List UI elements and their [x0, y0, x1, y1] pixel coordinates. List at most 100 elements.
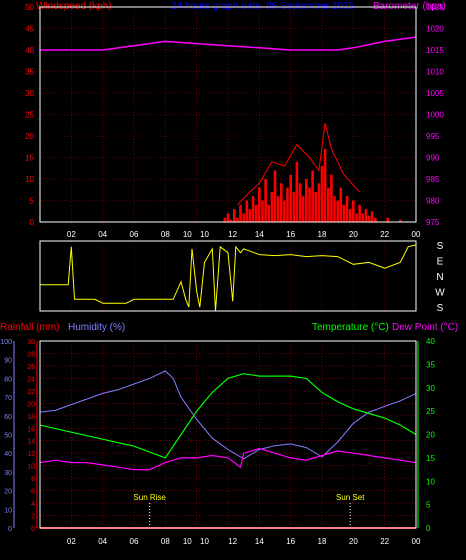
wind-bar: [289, 174, 292, 222]
compass-label: S: [437, 303, 444, 314]
wind-bar: [336, 200, 339, 222]
temperature-tick: 30: [426, 384, 435, 393]
sunset-label: Sun Set: [336, 493, 365, 502]
temperature-tick: 5: [426, 501, 431, 510]
wind-bar: [229, 219, 233, 222]
wind-bar: [327, 187, 330, 222]
wind-bar: [317, 183, 321, 222]
temperature-tick: 15: [426, 454, 435, 463]
hour-label: 14: [255, 537, 264, 546]
rainfall-tick: 20: [27, 401, 35, 408]
humidity-tick: 80: [4, 376, 12, 383]
sunrise-label: Sun Rise: [133, 493, 166, 502]
wind-bar: [254, 204, 258, 222]
wind-bar: [323, 148, 327, 222]
temperature-tick: 40: [426, 337, 435, 346]
barometer-tick: 1010: [426, 68, 444, 77]
humidity-tick-labels: 0 10 20 30 40 50 60 70 80 90 100: [0, 339, 12, 533]
wind-bar: [242, 213, 245, 222]
temperature-line: [39, 373, 417, 459]
wind-bar: [345, 196, 349, 222]
humidity-tick: 100: [0, 339, 12, 346]
hour-label: 22: [380, 537, 389, 546]
hour-label: 00: [412, 537, 421, 546]
windspeed-tick: 45: [25, 25, 34, 34]
rainfall-tick: 22: [27, 389, 35, 396]
hour-label: 18: [318, 230, 327, 239]
windspeed-tick: 10: [25, 175, 34, 184]
humidity-tick: 0: [8, 526, 12, 533]
wind-bar: [370, 211, 374, 223]
humidity-tick: 40: [4, 451, 12, 458]
rainfall-tick: 30: [27, 339, 35, 346]
hour-label: 20: [349, 537, 358, 546]
hour-label: 10: [183, 537, 192, 546]
wind-bar: [355, 213, 358, 222]
rainfall-tick: 10: [27, 464, 35, 471]
rainfall-tick: 8: [31, 476, 35, 483]
humidity-tick: 30: [4, 470, 12, 477]
wind-bar: [298, 183, 302, 222]
hour-label: 04: [98, 230, 107, 239]
humidity-tick: 10: [4, 507, 12, 514]
wind-bar: [320, 166, 324, 222]
hour-label: 10: [200, 230, 209, 239]
barometer-tick: 985: [426, 175, 440, 184]
wind-bar: [333, 196, 336, 222]
compass-label: S: [437, 241, 444, 252]
barometer-tick: 995: [426, 132, 440, 141]
wind-bar: [361, 213, 364, 222]
wind-bar: [301, 196, 305, 222]
dewpoint-line: [39, 447, 417, 471]
wind-direction-line: [40, 244, 417, 312]
wind-bar: [367, 215, 371, 222]
windspeed-tick: 30: [25, 89, 34, 98]
hour-label: 14: [255, 230, 264, 239]
wind-bar: [239, 204, 242, 222]
wind-panel-hour-labels: 02 04 06 08 10 10 12 14 16 18 20 22 00: [67, 230, 421, 239]
temperature-tick: 0: [426, 524, 431, 533]
hour-label: 18: [318, 537, 327, 546]
barometer-tick: 975: [426, 218, 440, 227]
barometer-tick: 1015: [426, 46, 444, 55]
temperature-panel-hour-labels: 02 04 06 08 10 10 12 14 16 18 20 22 00: [67, 537, 421, 546]
barometer-line: [40, 36, 417, 51]
barometer-tick: 1020: [426, 25, 444, 34]
temperature-tick-labels: 0 5 10 15 20 25 30 35 40: [426, 337, 435, 533]
dewpoint-axis-title: Dew Point (°C): [392, 322, 458, 333]
wind-bar: [358, 204, 361, 222]
wind-bar: [233, 209, 236, 222]
rainfall-tick: 0: [31, 526, 35, 533]
wind-bar: [267, 204, 270, 222]
rainfall-tick: 18: [27, 414, 35, 421]
barometer-tick: 990: [426, 154, 440, 163]
hour-label: 04: [98, 537, 107, 546]
barometer-tick: 1000: [426, 111, 444, 120]
humidity-tick: 60: [4, 414, 12, 421]
wind-bar: [352, 200, 355, 222]
wind-bar: [273, 170, 277, 222]
windspeed-tick: 15: [25, 154, 34, 163]
rainfall-tick: 12: [27, 451, 35, 458]
wind-bar: [283, 200, 286, 222]
wind-bar: [280, 183, 283, 222]
windspeed-tick: 35: [25, 68, 34, 77]
hour-label: 10: [183, 230, 192, 239]
windspeed-tick-labels: 0 5 10 15 20 25 30 35 40 45 50: [25, 3, 34, 227]
wind-bar: [339, 187, 343, 222]
wind-bars: [223, 148, 402, 223]
wind-bar: [305, 179, 308, 222]
wind-bar: [330, 174, 333, 222]
windspeed-tick: 40: [25, 46, 34, 55]
wind-bar: [311, 170, 314, 222]
rainfall-tick: 28: [27, 351, 35, 358]
hour-label: 08: [161, 537, 170, 546]
hour-label: 16: [286, 537, 295, 546]
wind-bar: [248, 209, 252, 222]
wind-bar: [308, 187, 311, 222]
wind-bar: [364, 209, 368, 222]
